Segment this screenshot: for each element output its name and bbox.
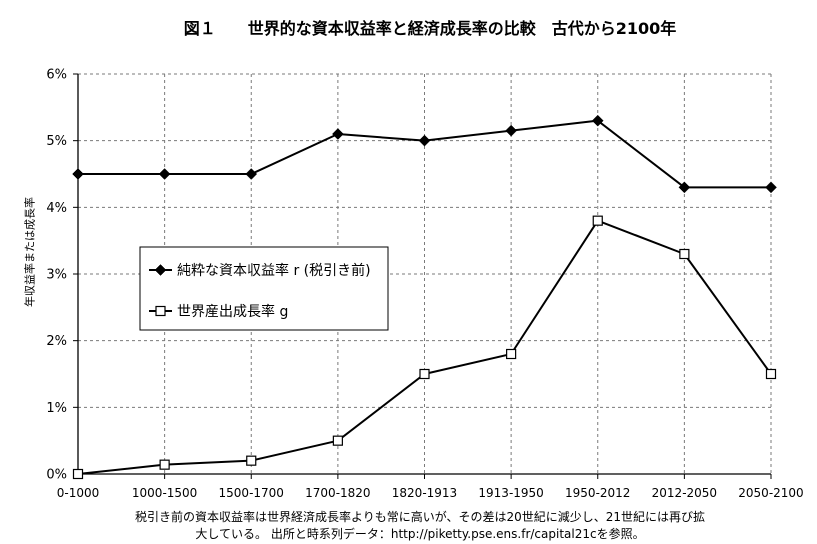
legend-label: 世界産出成長率 g [177,303,288,320]
return-on-capital-point [591,114,604,127]
output-growth-point [159,459,170,470]
output-growth-point [679,248,690,260]
return-on-capital-point [765,181,777,194]
output-growth-point [592,215,603,226]
x-tick-label: 1950-2012 [565,486,630,500]
output-growth-point [506,348,517,360]
y-tick-label: 0% [46,468,67,483]
chart-title: 図１ 世界的な資本収益率と経済成長率の比較 古代から2100年 [184,19,677,38]
caption-line-1: 税引き前の資本収益率は世界経済成長率よりも常に高いが、その差は20世紀に減少し、… [135,509,705,524]
x-tick-label: 1000-1500 [132,486,197,500]
legend-marker [155,305,166,317]
x-tick-label: 1913-1950 [478,486,543,500]
output-growth-point [246,455,257,466]
return-on-capital-point [72,168,84,180]
x-tick-label: 2050-2100 [738,486,803,500]
y-tick-label: 6% [46,68,67,83]
output-growth-point [72,468,84,480]
x-tick-label: 1500-1700 [219,486,284,500]
return-on-capital-point [332,128,344,140]
legend-box [139,246,389,331]
x-tick-label: 1820-1913 [392,486,457,500]
output-growth-point [765,368,777,380]
y-tick-label: 1% [46,401,67,416]
x-tick-label: 2012-2050 [652,486,717,500]
axes [73,73,772,479]
y-tick-label: 3% [46,268,67,283]
caption-line-2: 大している。 出所と時系列データ：http://piketty.pse.ens.… [195,526,644,541]
return-on-capital-point [678,181,691,194]
legend-label: 純粋な資本収益率 r (税引き前) [177,262,371,279]
legend: 純粋な資本収益率 r (税引き前) 世界産出成長率 g [139,246,389,331]
x-tick-label: 1700-1820 [305,486,370,500]
series-layer [72,114,777,480]
output-growth-point [419,368,430,380]
return-on-capital-point [418,134,431,147]
y-axis-label: 年収益率または成長率 [23,197,37,307]
return-on-capital-point [245,168,258,180]
x-tick-label: 0-1000 [57,486,100,500]
y-tick-label: 4% [46,201,67,216]
tick-labels: 0% 1% 2% 3% 4% 5% 6% 0-1000 1000-1500 1500-1700 17… [46,68,803,501]
y-tick-label: 2% [46,334,67,349]
legend-marker [154,264,167,276]
y-tick-label: 5% [46,134,67,149]
return-on-capital-point [505,124,517,137]
output-growth-point [332,435,343,446]
return-on-capital-point [158,168,171,180]
